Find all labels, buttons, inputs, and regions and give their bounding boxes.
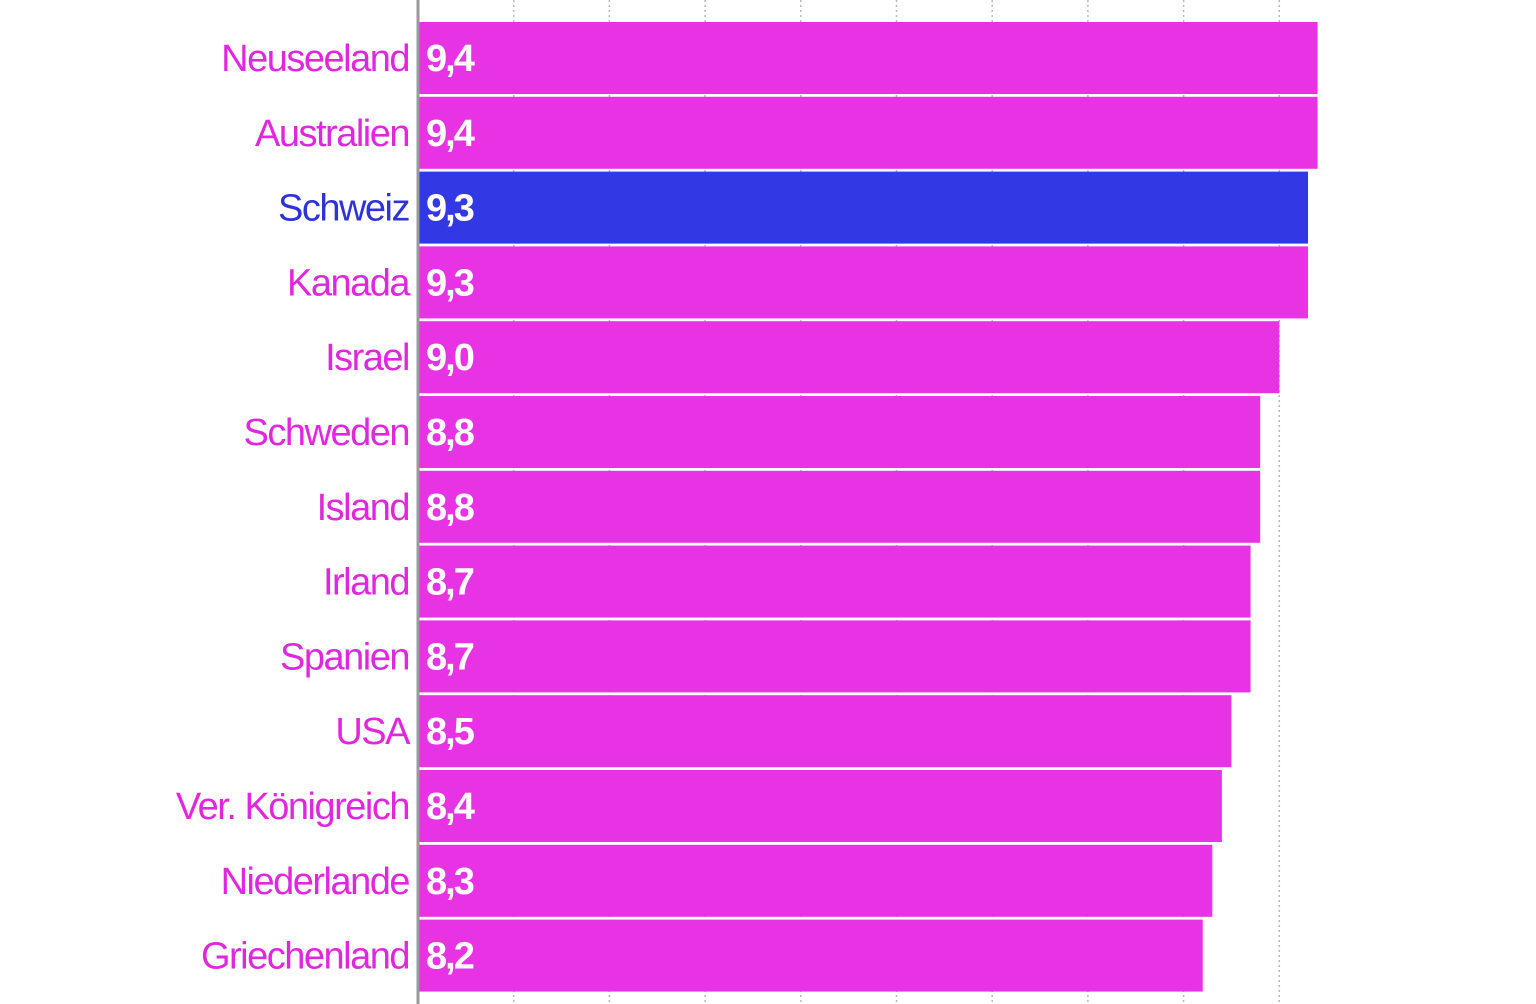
category-label: Irland: [323, 562, 409, 604]
category-label: Ver. Königreich: [176, 786, 409, 828]
bar-island: [418, 470, 1261, 543]
category-label: Schweden: [244, 412, 409, 454]
category-label: Schweiz: [278, 188, 409, 230]
value-label: 9,4: [426, 38, 475, 80]
bar-schweden: [418, 396, 1261, 468]
bar-ver-königreich: [418, 770, 1222, 842]
category-label: USA: [335, 711, 411, 753]
category-label: Israel: [325, 337, 409, 379]
bar-israel: [418, 321, 1280, 394]
bar-niederlande: [418, 844, 1213, 917]
value-label: 8,7: [426, 636, 474, 678]
value-label: 8,7: [426, 562, 474, 604]
value-label: 8,5: [426, 711, 475, 753]
bars: [418, 22, 1318, 992]
category-label: Neuseeland: [221, 38, 409, 80]
category-label: Griechenland: [201, 936, 409, 978]
value-label: 8,4: [426, 786, 475, 828]
category-label: Kanada: [287, 262, 411, 304]
value-label: 8,8: [426, 487, 474, 529]
bar-usa: [418, 695, 1232, 768]
value-label: 8,8: [426, 412, 474, 454]
category-label: Niederlande: [221, 861, 410, 903]
bar-griechenland: [418, 919, 1203, 992]
value-label: 9,0: [426, 337, 474, 379]
bar-neuseeland: [418, 22, 1318, 94]
bar-schweiz: [418, 171, 1309, 244]
value-label: 9,4: [426, 113, 475, 155]
category-label: Spanien: [280, 636, 409, 678]
value-labels: 9,4 9,4 9,3 9,3 9,0 8,8 8,8 8,7 8,7 8,5 8,4 8,3 8,2: [426, 38, 477, 978]
bar-spanien: [418, 620, 1251, 693]
category-label: Australien: [255, 113, 409, 155]
category-labels: Neuseeland Australien Schweiz Kanada Israel S…: [176, 38, 413, 978]
value-label: 8,2: [426, 936, 474, 978]
bar-kanada: [418, 246, 1309, 319]
bar-irland: [418, 545, 1251, 618]
value-label: 9,3: [426, 262, 474, 304]
value-label: 9,3: [426, 188, 474, 230]
value-label: 8,3: [426, 861, 474, 903]
bar-australien: [418, 96, 1318, 169]
category-label: Island: [317, 487, 409, 529]
